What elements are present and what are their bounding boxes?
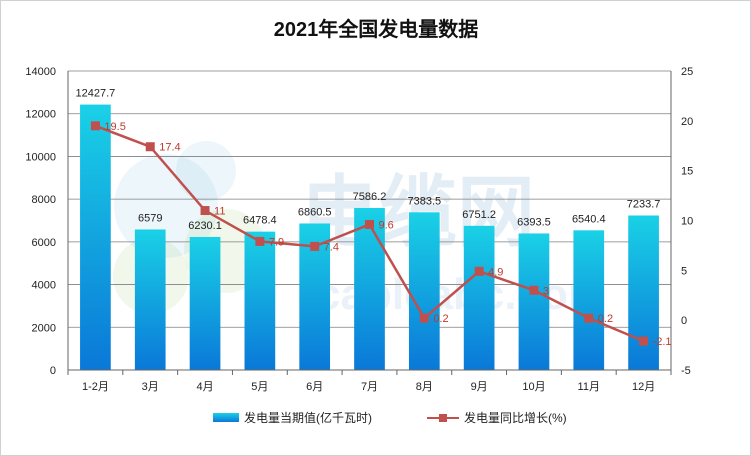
line-data-label: 19.5 <box>104 121 125 133</box>
y-left-tick-label: 0 <box>50 365 56 377</box>
chart-title: 2021年全国发电量数据 <box>274 17 479 41</box>
line-marker <box>419 313 429 323</box>
line-data-label: 3 <box>543 285 549 297</box>
line-marker <box>365 219 374 229</box>
line-series <box>90 121 649 346</box>
bar-data-label: 6860.5 <box>298 206 332 218</box>
line-data-label: 0.2 <box>598 313 613 325</box>
line-data-label: 9.6 <box>379 219 394 231</box>
y-right-tick-label: 5 <box>681 265 687 277</box>
line-marker <box>255 236 265 246</box>
line-marker <box>310 241 320 251</box>
line-data-label: 0.2 <box>433 313 448 325</box>
x-tick-label: 9月 <box>471 381 488 393</box>
line-marker <box>474 266 484 276</box>
line-marker <box>529 285 539 295</box>
bar-data-label: 6579 <box>138 212 162 224</box>
line-data-label: 17.4 <box>159 142 180 154</box>
x-tick-label: 8月 <box>416 381 433 393</box>
right-axis: -5 0 5 10 15 20 25 <box>670 66 693 377</box>
bar-data-label: 7233.7 <box>627 199 661 211</box>
x-tick-label: 5月 <box>251 381 268 393</box>
x-tick-label: 6月 <box>306 381 323 393</box>
y-left-tick-label: 10000 <box>25 151 56 163</box>
bar <box>354 207 385 370</box>
legend: 发电量当期值(亿千瓦时) 发电量同比增长(%) <box>213 410 567 425</box>
bar <box>80 104 111 370</box>
line-marker <box>584 313 594 323</box>
y-right-tick-label: -5 <box>681 365 691 377</box>
x-axis: 1-2月 3月 4月 5月 6月 7月 8月 9月 10月 11月 12月 <box>67 369 672 393</box>
bar-data-label: 12427.7 <box>76 88 116 100</box>
line-data-label: -2.1 <box>653 336 672 348</box>
bar-data-labels: 12427.7 6579 6230.1 6478.4 6860.5 7586.2 7383.… <box>76 88 661 232</box>
bar-series <box>80 104 659 370</box>
line-marker <box>145 142 155 152</box>
bar-data-label: 7383.5 <box>407 195 441 207</box>
legend-bar-label: 发电量当期值(亿千瓦时) <box>244 410 372 425</box>
line-data-label: 11 <box>214 206 225 218</box>
y-left-tick-label: 14000 <box>25 66 56 78</box>
bar <box>244 231 276 370</box>
y-left-tick-label: 6000 <box>32 237 56 249</box>
line-data-label: 7.4 <box>324 241 339 253</box>
line-data-label: 7.9 <box>269 236 284 248</box>
bar <box>573 230 605 370</box>
x-tick-label: 4月 <box>196 381 213 393</box>
x-tick-label: 11月 <box>578 381 600 393</box>
y-left-tick-label: 8000 <box>32 194 56 206</box>
y-right-tick-label: 25 <box>681 66 693 78</box>
y-left-tick-label: 12000 <box>25 109 56 121</box>
bar <box>408 212 440 370</box>
bar-data-label: 6393.5 <box>517 216 551 228</box>
y-right-tick-label: 10 <box>681 216 693 228</box>
line-marker <box>639 336 649 346</box>
bar-data-label: 6478.4 <box>243 215 277 227</box>
x-tick-label: 1-2月 <box>82 381 109 393</box>
bar-data-label: 6540.4 <box>572 213 606 225</box>
bar-data-label: 6751.2 <box>462 209 496 221</box>
line-marker <box>90 121 100 131</box>
bar-data-label: 7586.2 <box>353 191 387 203</box>
y-right-tick-label: 15 <box>681 166 693 178</box>
legend-line-marker <box>439 414 447 422</box>
legend-line-label: 发电量同比增长(%) <box>464 410 567 425</box>
bar <box>518 233 550 370</box>
bar <box>189 236 221 370</box>
y-right-tick-label: 20 <box>681 116 693 128</box>
x-tick-label: 3月 <box>142 381 159 393</box>
legend-bar-swatch <box>213 413 239 422</box>
bar <box>134 229 166 370</box>
line-data-labels: 19.5 17.4 11 7.9 7.4 9.6 0.2 4.9 3 0.2 -2.1 <box>104 121 671 348</box>
bar <box>463 225 495 370</box>
x-tick-label: 12月 <box>632 381 655 393</box>
y-left-tick-label: 2000 <box>32 322 56 334</box>
x-tick-label: 7月 <box>361 381 378 393</box>
line-data-label: 4.9 <box>488 266 503 278</box>
bar-data-label: 6230.1 <box>188 220 222 232</box>
x-tick-label: 10月 <box>522 381 545 393</box>
y-left-tick-label: 4000 <box>32 280 56 292</box>
line-marker <box>200 206 210 216</box>
y-right-tick-label: 0 <box>681 315 687 327</box>
left-axis: 0 2000 4000 6000 8000 10000 12000 14000 <box>25 66 69 377</box>
